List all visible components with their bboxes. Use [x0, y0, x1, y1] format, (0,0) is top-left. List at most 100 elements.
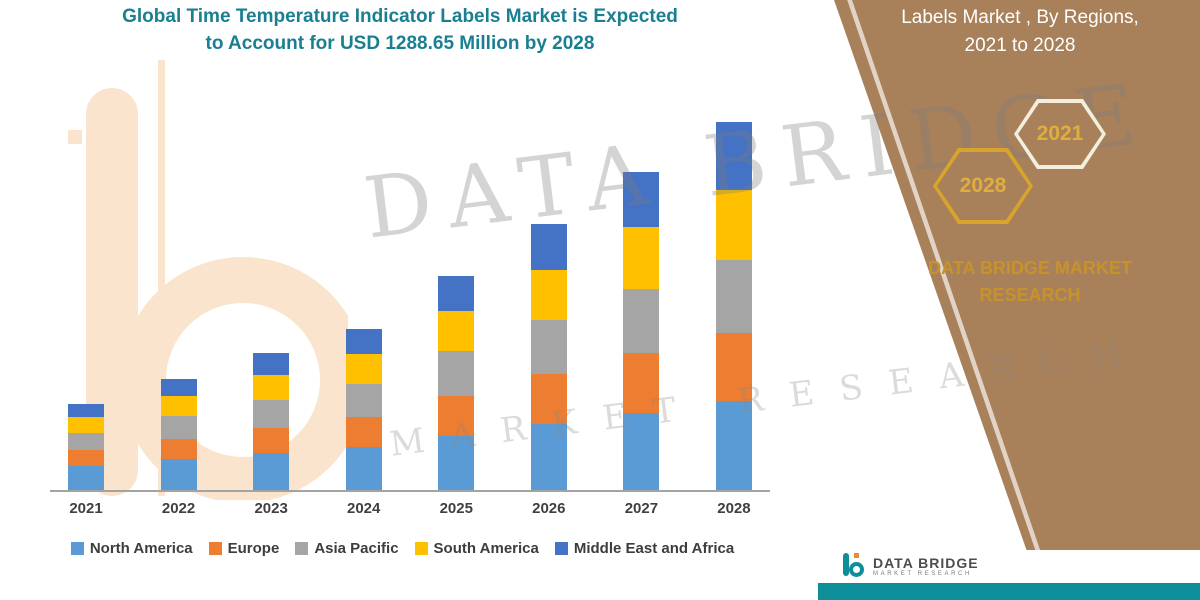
- footer-logo-text: DATA BRIDGE MARKET RESEARCH: [873, 554, 979, 578]
- legend-label: Europe: [227, 540, 280, 557]
- bar-stack-2024: [345, 328, 382, 490]
- bar-segment-2028-asia-pacific: [715, 259, 752, 333]
- chart-title-line1: Global Time Temperature Indicator Labels…: [122, 6, 678, 27]
- panel-brand-text: DATA BRIDGE MARKET RESEARCH: [885, 255, 1175, 309]
- legend-item-asia-pacific: Asia Pacific: [295, 540, 399, 557]
- x-axis-label-2025: 2025: [439, 500, 473, 517]
- bar-segment-2027-south-america: [623, 227, 660, 289]
- footer-logo-sub: MARKET RESEARCH: [873, 570, 972, 577]
- bar-segment-2024-south-america: [345, 354, 382, 385]
- bar-stack-2026: [530, 224, 567, 490]
- bar-segment-2021-north-america: [68, 465, 104, 490]
- bar-segment-2023-middle-east-and-africa: [253, 353, 290, 375]
- bar-segment-2022-asia-pacific: [160, 416, 197, 439]
- panel-brand-line1: DATA BRIDGE MARKET: [928, 258, 1132, 278]
- legend-label: Middle East and Africa: [573, 540, 735, 557]
- bar-segment-2026-north-america: [530, 424, 567, 490]
- x-axis-labels: 2021 2022 2023 2024 2025 2026 2027 2028: [50, 500, 770, 517]
- footer-logo-main: DATA BRIDGE: [873, 554, 979, 571]
- bar-stack-2021: [68, 404, 104, 490]
- bar-segment-2021-asia-pacific: [68, 432, 104, 451]
- chart-title: Global Time Temperature Indicator Labels…: [30, 3, 770, 57]
- legend-swatch: [70, 542, 84, 555]
- bar-segment-2025-north-america: [438, 435, 475, 490]
- bar-segment-2028-middle-east-and-africa: [715, 121, 752, 190]
- bar-stack-2023: [253, 353, 290, 490]
- bar-segment-2021-south-america: [68, 417, 104, 433]
- bar-segment-2022-europe: [160, 438, 197, 460]
- bar-segment-2026-asia-pacific: [530, 320, 567, 375]
- databridge-logo-watermark: [28, 50, 366, 505]
- bar-segment-2026-south-america: [530, 270, 567, 321]
- legend-item-middle-east-and-africa: Middle East and Africa: [554, 540, 735, 557]
- bar-segment-2025-south-america: [438, 311, 475, 352]
- hexagon-2021-border: 2021: [1014, 99, 1106, 169]
- bar-segment-2021-middle-east-and-africa: [68, 404, 104, 418]
- bar-segment-2023-south-america: [253, 374, 290, 400]
- bar-segment-2028-north-america: [715, 401, 752, 490]
- legend-item-south-america: South America: [414, 540, 539, 557]
- bar-stack-2022: [160, 378, 197, 490]
- bar-column-2024: [328, 328, 400, 490]
- panel-heading-line1: Labels Market , By Regions,: [901, 7, 1139, 28]
- hexagon-2021-label: 2021: [1018, 103, 1102, 165]
- legend-label: North America: [89, 540, 193, 557]
- bar-segment-2022-middle-east-and-africa: [160, 378, 197, 396]
- bar-column-2023: [235, 353, 307, 490]
- databridge-logo-icon: [842, 551, 864, 583]
- bar-segment-2026-europe: [530, 374, 567, 425]
- chart-title-line2: to Account for USD 1288.65 Million by 20…: [205, 33, 595, 54]
- bar-segment-2024-middle-east-and-africa: [345, 328, 382, 355]
- bar-segment-2028-europe: [715, 332, 752, 402]
- bar-segment-2023-north-america: [253, 452, 290, 490]
- bar-segment-2024-north-america: [345, 447, 382, 490]
- bar-column-2028: [698, 121, 770, 490]
- bar-column-2027: [605, 171, 677, 490]
- x-axis-label-2024: 2024: [347, 500, 381, 517]
- legend-swatch: [295, 542, 309, 555]
- legend-label: South America: [433, 540, 539, 557]
- panel-heading-line2: 2021 to 2028: [964, 35, 1076, 56]
- bar-segment-2025-europe: [438, 395, 475, 436]
- bar-stack-2027: [623, 171, 660, 490]
- x-axis-label-2026: 2026: [532, 500, 566, 517]
- bar-segment-2021-europe: [68, 450, 104, 466]
- plot-area: [50, 92, 770, 492]
- legend: North America Europe Asia Pacific South Ame…: [15, 540, 790, 557]
- panel-heading: Labels Market , By Regions, 2021 to 2028: [855, 4, 1185, 60]
- bar-segment-2024-asia-pacific: [345, 384, 382, 418]
- x-axis-label-2027: 2027: [624, 500, 659, 517]
- bar-segment-2023-asia-pacific: [253, 399, 290, 428]
- bar-segment-2028-south-america: [715, 189, 752, 260]
- bar-column-2021: [50, 404, 122, 490]
- hexagon-2021: 2021: [1014, 99, 1106, 169]
- bar-segment-2024-europe: [345, 417, 382, 448]
- legend-swatch: [554, 542, 568, 555]
- legend-swatch: [414, 542, 428, 555]
- footer-logo-band: DATA BRIDGE MARKET RESEARCH: [818, 550, 1200, 583]
- bar-column-2022: [143, 378, 215, 490]
- hexagon-2028: 2028: [933, 148, 1033, 224]
- bar-segment-2027-north-america: [623, 412, 660, 490]
- x-axis-label-2021: 2021: [69, 500, 103, 517]
- panel-brand-line2: RESEARCH: [979, 285, 1081, 305]
- bar-column-2025: [420, 275, 492, 490]
- x-axis-label-2023: 2023: [254, 500, 288, 517]
- footer-teal-strip: [818, 583, 1200, 600]
- bar-segment-2022-south-america: [160, 395, 197, 417]
- legend-item-north-america: North America: [70, 540, 193, 557]
- bar-segment-2026-middle-east-and-africa: [530, 224, 567, 271]
- bar-segment-2027-middle-east-and-africa: [623, 171, 660, 228]
- bar-segment-2027-europe: [623, 352, 660, 413]
- legend-label: Asia Pacific: [314, 540, 399, 557]
- bar-segment-2022-north-america: [160, 459, 197, 490]
- bar-segment-2027-asia-pacific: [623, 288, 660, 353]
- bar-column-2026: [513, 224, 585, 490]
- x-axis-label-2022: 2022: [161, 500, 196, 517]
- x-axis-label-2028: 2028: [717, 500, 751, 517]
- legend-item-europe: Europe: [208, 540, 280, 557]
- bar-segment-2025-middle-east-and-africa: [438, 275, 475, 312]
- bar-stack-2025: [438, 275, 475, 490]
- hexagon-2028-border: 2028: [933, 148, 1033, 224]
- bar-segment-2023-europe: [253, 427, 290, 453]
